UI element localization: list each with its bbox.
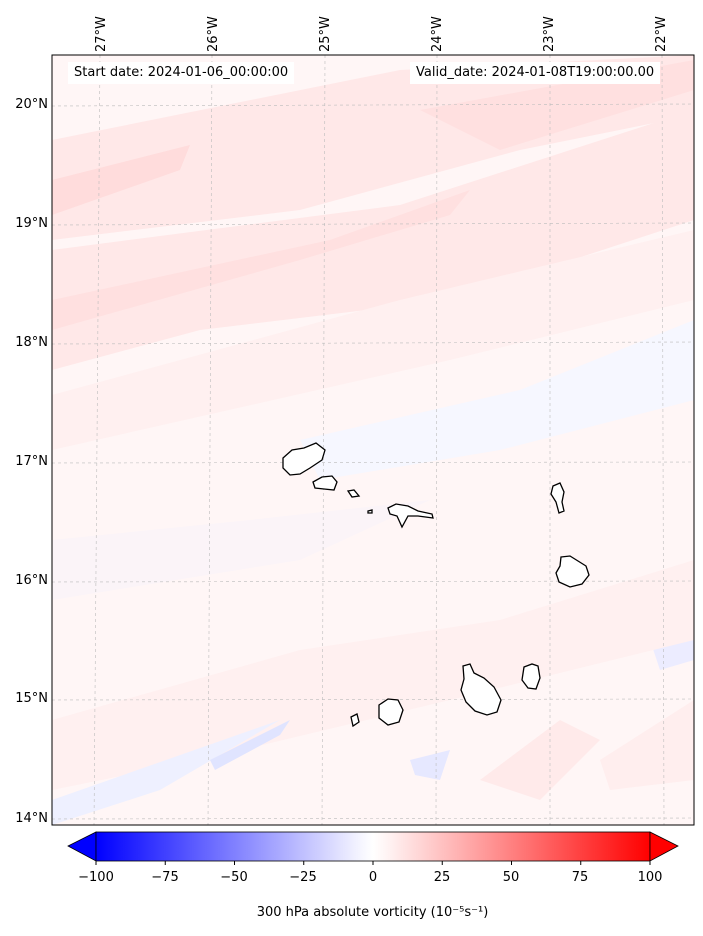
lon-label-24w: 24°W — [430, 16, 445, 52]
lon-label-27w: 27°W — [94, 16, 109, 52]
start-date-label: Start date: 2024-01-06_00:00:00 — [68, 62, 295, 84]
lon-label-23w: 23°W — [542, 16, 557, 52]
vorticity-field — [52, 55, 694, 825]
island-santa-luzia — [346, 489, 361, 498]
lat-label-20n: 20°N — [15, 97, 48, 112]
lat-label-18n: 18°N — [15, 335, 48, 350]
colorbar-extend-high — [649, 831, 679, 862]
colorbar-label: 300 hPa absolute vorticity (10⁻⁵s⁻¹) — [256, 905, 489, 920]
lat-label-19n: 19°N — [15, 216, 48, 231]
lat-label-15n: 15°N — [15, 691, 48, 706]
island-santo-antao — [282, 442, 326, 476]
graticule — [52, 55, 694, 825]
island-sao-nicolau — [387, 503, 434, 529]
vorticity-band — [300, 320, 694, 480]
island-brava — [350, 713, 360, 728]
colorbar-extend-low — [67, 831, 97, 862]
lon-label-22w: 22°W — [654, 16, 669, 52]
lat-label-16n: 16°N — [15, 573, 48, 588]
lon-label-26w: 26°W — [206, 16, 221, 52]
vorticity-band — [410, 750, 450, 780]
colorbar-tick-label: −50 — [220, 870, 248, 885]
colorbar-tick-label: 25 — [433, 870, 451, 885]
island-sal — [550, 482, 565, 514]
island-fogo — [378, 698, 404, 726]
vorticity-band — [210, 720, 290, 770]
colorbar-tick-label: −75 — [151, 870, 179, 885]
lat-label-17n: 17°N — [15, 454, 48, 469]
colorbar-body — [95, 831, 651, 862]
colorbar-tick-label: −25 — [289, 870, 317, 885]
island-santiago — [460, 663, 502, 716]
lon-label-25w: 25°W — [318, 16, 333, 52]
colorbar-tick-label: 50 — [502, 870, 520, 885]
coastlines — [282, 442, 590, 728]
colorbar — [67, 831, 679, 865]
valid-date-label: Valid_date: 2024-01-08T19:00:00.00 — [410, 62, 661, 84]
colorbar-tick-label: 75 — [571, 870, 589, 885]
island-sao-vicente — [312, 475, 338, 491]
colorbar-tick-label: −100 — [78, 870, 114, 885]
map-frame — [51, 54, 695, 826]
colorbar-tick-label: 100 — [637, 870, 663, 885]
vorticity-band — [52, 500, 430, 600]
vorticity-band — [52, 230, 694, 450]
island-boa-vista — [555, 555, 590, 588]
island-maio — [521, 663, 541, 690]
vorticity-band — [480, 720, 600, 800]
vorticity-band — [52, 145, 190, 215]
vorticity-band — [52, 190, 470, 330]
colorbar-tick-label: 0 — [368, 870, 378, 885]
vorticity-band — [600, 700, 694, 790]
lat-label-14n: 14°N — [15, 811, 48, 826]
island-branco — [367, 509, 373, 514]
vorticity-band — [52, 720, 280, 825]
vorticity-band — [52, 560, 694, 790]
vorticity-band — [52, 110, 694, 370]
